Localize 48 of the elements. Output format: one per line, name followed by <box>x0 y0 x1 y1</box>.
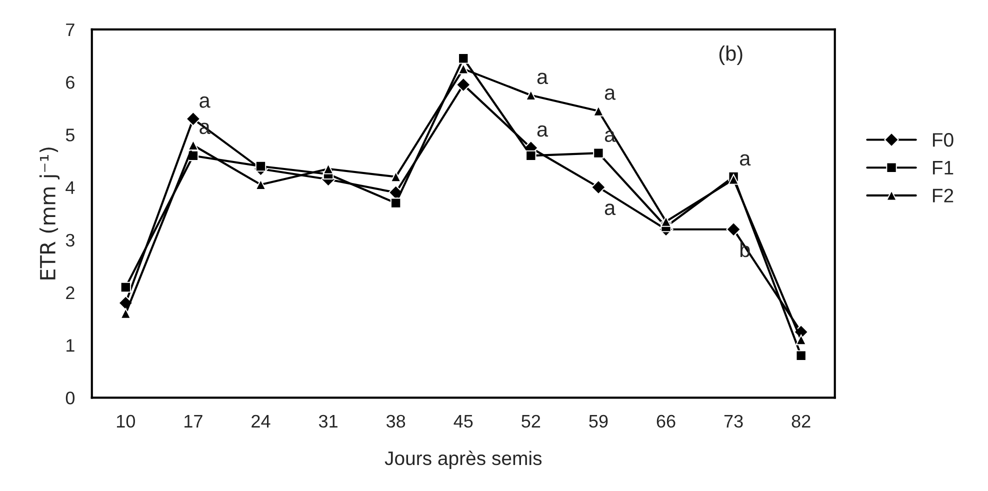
point <box>593 148 604 158</box>
annotation: a <box>537 125 548 137</box>
y-axis-title: ETR (mm j⁻¹) <box>39 148 60 280</box>
x-tick-label: 31 <box>318 414 338 428</box>
legend-label: F2 <box>932 188 954 202</box>
point <box>120 308 132 319</box>
x-tick-label: 52 <box>522 414 540 428</box>
point <box>660 216 672 227</box>
point <box>796 350 806 362</box>
legend-label: F1 <box>932 161 954 174</box>
x-tick-label: 24 <box>252 414 270 428</box>
x-axis-title: Jours après semis <box>384 450 542 470</box>
point <box>456 77 471 92</box>
x-tick-label: 59 <box>589 414 608 428</box>
point <box>458 53 469 64</box>
x-tick-label: 45 <box>454 415 473 428</box>
point <box>526 150 536 162</box>
x-tick-label: 66 <box>656 414 676 428</box>
x-tick-label: 82 <box>792 414 810 428</box>
annotation: a <box>200 96 210 108</box>
point <box>796 334 806 346</box>
y-tick-label: 3 <box>66 234 74 247</box>
point <box>390 198 402 208</box>
point <box>591 180 606 195</box>
annotation: a <box>604 88 616 100</box>
point <box>726 222 741 237</box>
y-tick-label: 7 <box>66 24 74 36</box>
point <box>120 282 132 293</box>
legend-label: F0 <box>932 132 954 147</box>
point <box>458 64 469 74</box>
x-tick-label: 10 <box>116 414 135 428</box>
x-tick-label: 17 <box>184 415 202 428</box>
point <box>728 174 739 185</box>
y-tick-label: 4 <box>66 181 75 194</box>
annotation: (b) <box>719 46 742 65</box>
y-tick-label: 2 <box>66 286 74 300</box>
annotation: a <box>740 154 751 166</box>
annotation: a <box>537 72 548 84</box>
y-tick-label: 0 <box>66 392 75 404</box>
annotation: a <box>604 204 616 216</box>
point <box>186 111 201 126</box>
x-tick-label: 73 <box>724 414 743 428</box>
y-tick-label: 1 <box>66 339 74 352</box>
y-tick-label: 5 <box>66 128 74 142</box>
x-tick-label: 38 <box>386 414 406 428</box>
point <box>255 160 266 172</box>
y-tick-label: 6 <box>66 76 74 89</box>
point <box>593 106 604 116</box>
